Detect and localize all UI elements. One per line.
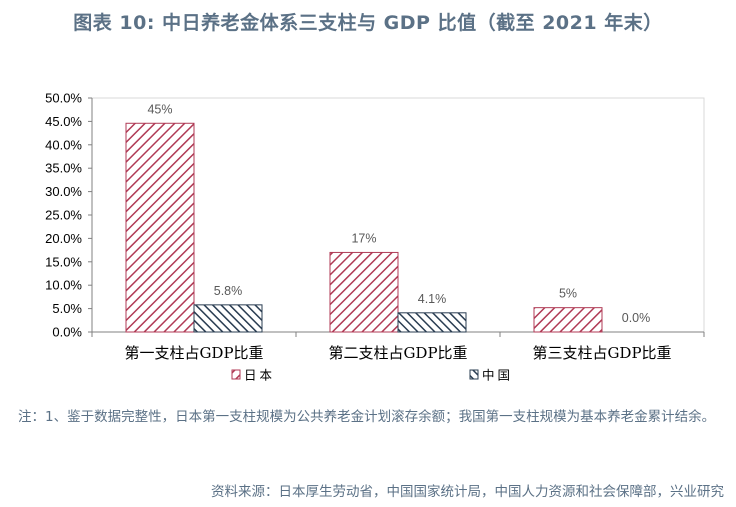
y-tick-label: 40.0% [45,137,82,152]
x-category-label: 第三支柱占GDP比重 [532,344,671,362]
bar-china [193,304,263,333]
source-note: 资料来源：日本厚生劳动省，中国国家统计局，中国人力资源和社会保障部，兴业研究 [211,484,724,500]
data-label: 4.1% [418,292,447,306]
bars [125,122,603,333]
chart-title: 图表 10: 中日养老金体系三支柱与 GDP 比值（截至 2021 年末） [73,12,663,34]
y-tick-label: 0.0% [52,325,82,340]
data-label: 45% [147,102,172,116]
bar-china [397,312,467,333]
y-tick-label: 15.0% [45,254,82,269]
data-label: 5% [559,287,577,301]
y-tick-label: 10.0% [45,278,82,293]
y-tick-label: 25.0% [45,208,82,223]
legend: 日本 中国 [231,368,513,383]
data-label: 17% [351,231,376,245]
axes: 0.0% 5.0% 10.0% 15.0% 20.0% 25.0% 30.0% 35.0% 40… [45,91,705,362]
bar-japan [125,122,195,333]
data-labels: 45% 17% 5% 5.8% 4.1% 0.0% [147,102,650,325]
legend-swatch [469,369,479,380]
x-category-label: 第一支柱占GDP比重 [124,344,263,362]
y-tick-label: 45.0% [45,114,82,129]
legend-label: 日本 [244,368,275,383]
data-label: 5.8% [214,284,243,298]
legend-swatch [231,369,241,380]
y-tick-label: 30.0% [45,184,82,199]
y-tick-label: 35.0% [45,161,82,176]
bar-chart: 0.0% 5.0% 10.0% 15.0% 20.0% 25.0% 30.0% 35.0% 40… [45,91,705,383]
legend-label: 中国 [482,368,513,383]
data-label: 0.0% [622,311,651,325]
y-tick-label: 20.0% [45,231,82,246]
bar-japan [533,307,603,333]
y-tick-label: 5.0% [52,301,82,316]
y-tick-label: 50.0% [45,91,82,106]
bar-japan [329,251,399,333]
footnote: 注：1、鉴于数据完整性，日本第一支柱规模为公共养老金计划滚存余额；我国第一支柱规… [18,409,716,425]
x-category-label: 第二支柱占GDP比重 [328,344,467,362]
